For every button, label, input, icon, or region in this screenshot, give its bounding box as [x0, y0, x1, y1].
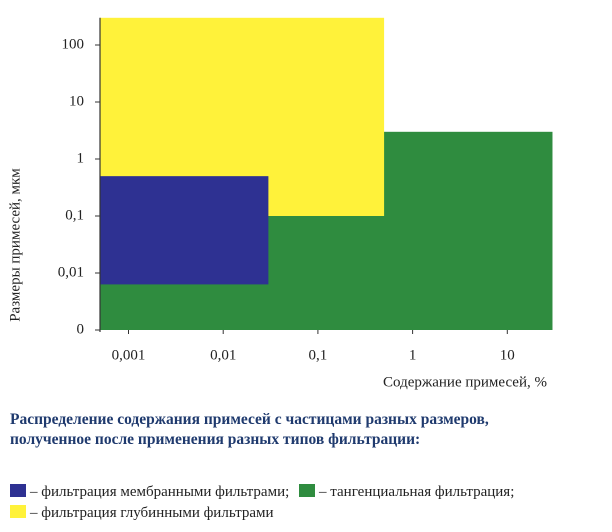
y-tick-label: 0,01	[58, 264, 84, 280]
x-tick-label: 0,001	[112, 347, 146, 363]
y-tick-label: 1	[77, 150, 85, 166]
y-axis-label: Размеры примесей, мкм	[7, 168, 23, 322]
legend-swatch	[10, 505, 26, 518]
y-tick-label: 10	[69, 93, 84, 109]
y-tick-label: 100	[62, 36, 85, 52]
x-tick-label: 0,1	[309, 347, 328, 363]
y-tick-label: 0	[77, 321, 85, 337]
legend-label: – фильтрация глубинными фильтрами	[30, 505, 274, 521]
range-rect	[100, 176, 269, 285]
legend-swatch	[299, 484, 316, 497]
x-tick-label: 10	[500, 347, 515, 363]
y-tick-label: 0,1	[65, 207, 84, 223]
legend-label: – фильтрация мембранными фильтрами;	[30, 484, 290, 500]
legend: – фильтрация мембранными фильтрами; – та…	[10, 482, 530, 524]
legend-label: – тангенциальная фильтрация;	[319, 484, 515, 500]
caption: Распределение содержания примесей с част…	[10, 411, 489, 448]
x-tick-label: 1	[409, 347, 417, 363]
legend-swatch	[10, 484, 26, 497]
x-tick-label: 0,01	[210, 347, 236, 363]
chart: Размеры примесей, мкм Содержание примесе…	[7, 17, 553, 390]
x-axis-label: Содержание примесей, %	[383, 374, 547, 390]
